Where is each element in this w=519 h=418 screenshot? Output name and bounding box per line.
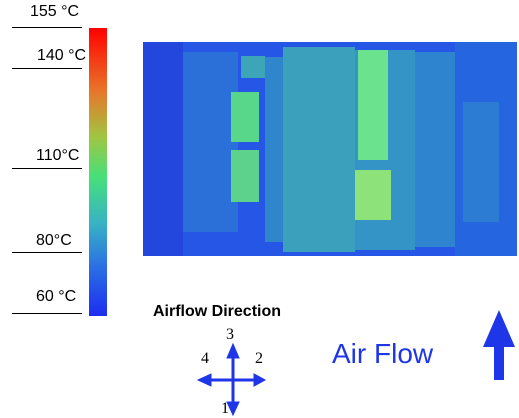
arrow-left-icon xyxy=(196,373,212,387)
thermal-center-panel xyxy=(283,47,355,252)
airflow-direction-compass xyxy=(196,342,266,417)
thermal-left-edge xyxy=(143,42,183,256)
thermal-right-zone xyxy=(463,102,499,222)
tick-label-60: 60 °C xyxy=(36,288,77,305)
tick-label-110: 110°C xyxy=(36,147,80,164)
air-flow-arrow-icon xyxy=(483,310,515,380)
tick-line-80 xyxy=(12,252,82,253)
direction-number-1: 1 xyxy=(221,400,229,417)
arrow-down-icon xyxy=(226,401,240,417)
airflow-direction-title: Airflow Direction xyxy=(153,303,282,320)
temperature-colorbar xyxy=(89,28,107,316)
tick-line-60 xyxy=(12,313,82,314)
thermal-left-zone xyxy=(183,52,238,232)
tick-label-80: 80°C xyxy=(36,232,72,249)
direction-number-2: 2 xyxy=(255,350,263,367)
tick-label-155: 155 °C xyxy=(30,3,80,20)
thermal-mid-strip xyxy=(265,57,283,242)
tick-line-155 xyxy=(12,27,82,28)
direction-number-3: 3 xyxy=(226,326,234,343)
tick-line-140 xyxy=(12,68,82,69)
thermal-hotspot-b xyxy=(231,150,259,202)
thermal-right-block xyxy=(415,52,455,247)
tick-line-110 xyxy=(12,168,82,169)
tick-label-140: 140 °C xyxy=(37,47,87,64)
air-flow-label: Air Flow xyxy=(332,338,434,369)
thermal-hotspot-c xyxy=(241,56,265,78)
thermal-hotspot-e xyxy=(355,170,391,220)
arrow-right-icon xyxy=(253,373,266,387)
arrow-up-icon xyxy=(226,342,240,359)
thermal-hotspot-d xyxy=(358,50,388,160)
thermal-hotspot-a xyxy=(231,92,259,142)
direction-number-4: 4 xyxy=(201,350,209,367)
thermal-image xyxy=(143,42,517,256)
